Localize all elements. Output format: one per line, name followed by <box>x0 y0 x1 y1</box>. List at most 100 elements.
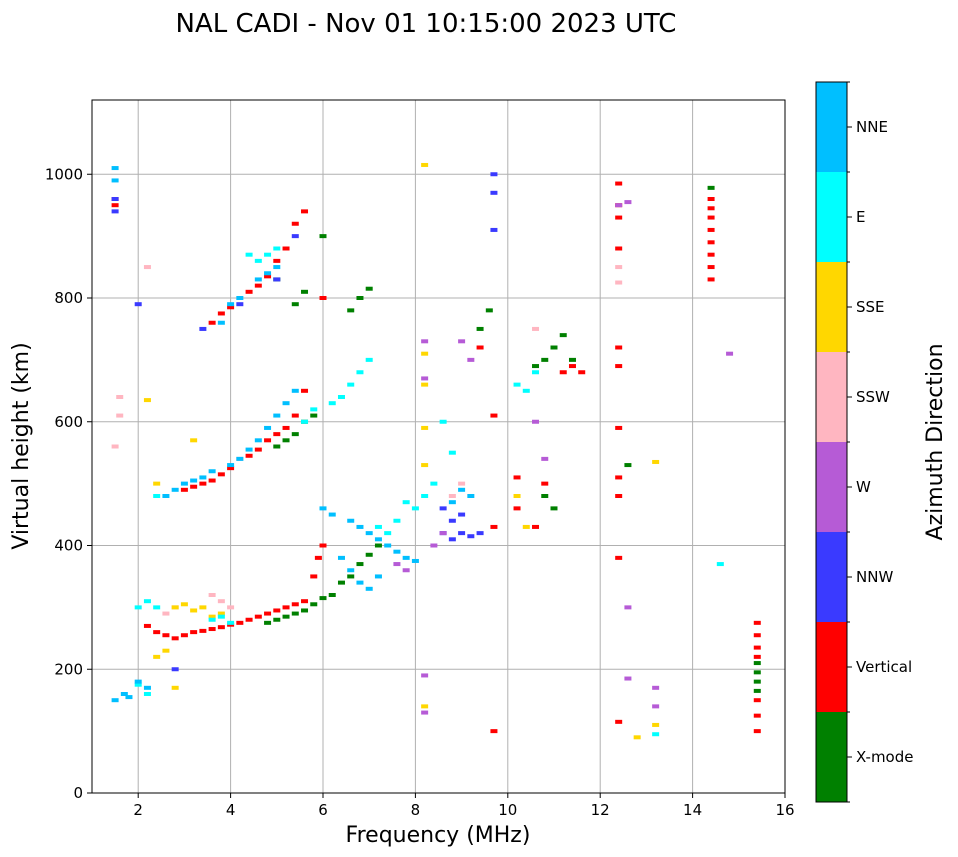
point-vertical <box>273 608 281 613</box>
point-nne <box>208 469 216 474</box>
point-x-mode <box>550 345 558 350</box>
point-nne <box>171 487 179 492</box>
point-nne <box>199 475 207 480</box>
point-vertical <box>291 221 299 226</box>
point-nnw <box>291 234 299 239</box>
point-nne <box>190 478 198 483</box>
point-sse <box>153 654 161 659</box>
point-x-mode <box>541 494 549 498</box>
point-vertical <box>153 630 161 635</box>
point-w <box>624 200 632 205</box>
point-nne <box>111 698 119 703</box>
point-nne <box>236 456 244 461</box>
point-vertical <box>273 258 281 263</box>
colorbar-label: SSW <box>856 388 890 406</box>
point-e <box>652 732 660 737</box>
colorbar-swatch <box>816 262 847 352</box>
point-nnw <box>199 326 207 331</box>
point-e <box>328 401 336 406</box>
point-vertical <box>615 494 623 498</box>
point-vertical <box>208 478 216 483</box>
point-nne <box>217 320 225 325</box>
point-vertical <box>236 620 244 625</box>
point-sse <box>180 602 188 607</box>
point-vertical <box>208 627 216 632</box>
point-e <box>273 246 281 251</box>
point-x-mode <box>264 620 272 625</box>
point-x-mode <box>291 432 299 437</box>
point-ssw <box>116 395 124 399</box>
point-x-mode <box>301 289 309 294</box>
point-vertical <box>227 466 235 471</box>
point-vertical <box>254 614 262 619</box>
point-x-mode <box>347 308 355 313</box>
point-e <box>411 506 419 511</box>
point-vertical <box>217 311 225 316</box>
point-nnw <box>448 518 456 523</box>
point-nnw <box>490 227 498 232</box>
colorbar-label: X-mode <box>856 748 913 766</box>
point-sse <box>421 463 429 468</box>
point-vertical <box>282 425 290 430</box>
point-nne <box>347 518 355 523</box>
point-w <box>652 704 660 709</box>
point-w <box>624 676 632 681</box>
point-sse <box>171 685 179 690</box>
point-nnw <box>273 277 281 282</box>
point-e <box>439 419 447 424</box>
point-vertical <box>707 240 715 245</box>
point-vertical <box>199 481 207 486</box>
point-nnw <box>111 209 119 214</box>
point-vertical <box>199 628 207 633</box>
point-ssw <box>111 444 119 449</box>
point-vertical <box>707 197 715 201</box>
point-e <box>208 617 216 622</box>
point-x-mode <box>485 308 493 313</box>
point-vertical <box>490 524 498 529</box>
point-x-mode <box>624 463 632 468</box>
chart-title: NAL CADI - Nov 01 10:15:00 2023 UTC <box>176 9 677 39</box>
point-nne <box>143 685 151 690</box>
point-nne <box>458 487 466 492</box>
point-ssw <box>227 605 235 610</box>
point-vertical <box>208 320 216 325</box>
point-vertical <box>513 506 521 511</box>
colorbar-label: Vertical <box>856 658 912 676</box>
point-x-mode <box>301 608 309 613</box>
point-vertical <box>753 645 761 650</box>
x-tick-label: 6 <box>318 801 328 819</box>
point-vertical <box>753 620 761 625</box>
point-e <box>356 370 364 375</box>
point-x-mode <box>532 364 540 369</box>
point-x-mode <box>753 688 761 693</box>
point-vertical <box>615 475 623 480</box>
point-sse <box>190 438 198 443</box>
point-e <box>143 599 151 604</box>
point-e <box>143 692 151 696</box>
point-vertical <box>490 729 498 734</box>
point-e <box>374 524 382 529</box>
point-vertical <box>615 215 623 220</box>
colorbar-label: W <box>856 478 871 496</box>
point-x-mode <box>319 234 327 239</box>
point-vertical <box>273 432 281 437</box>
point-e <box>384 531 392 536</box>
point-sse <box>652 722 660 727</box>
data-points <box>111 162 761 740</box>
point-vertical <box>254 283 262 288</box>
point-nne <box>227 463 235 468</box>
point-e <box>522 388 530 393</box>
point-nne <box>236 296 244 300</box>
point-nne <box>328 512 336 517</box>
y-tick-label: 200 <box>54 660 83 678</box>
point-x-mode <box>347 574 355 579</box>
point-x-mode <box>365 552 373 557</box>
point-vertical <box>559 370 567 375</box>
point-nne <box>291 388 299 393</box>
point-nne <box>282 401 290 406</box>
point-vertical <box>319 543 327 548</box>
point-w <box>402 568 410 573</box>
point-vertical <box>707 265 715 270</box>
point-ssw <box>143 265 151 270</box>
point-x-mode <box>310 413 318 418</box>
